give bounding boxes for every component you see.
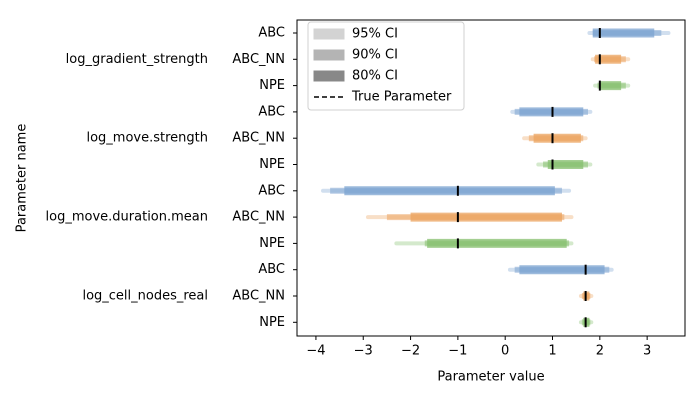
legend: 95% CI 90% CI 80% CI True Parameter xyxy=(307,21,465,111)
legend-swatch xyxy=(313,49,345,61)
x-tick-label: 3 xyxy=(643,344,651,359)
legend-entry: 80% CI xyxy=(352,69,398,84)
parameter-label: log_move.duration.mean xyxy=(46,210,208,225)
x-tick-label: 0 xyxy=(501,344,509,359)
plot-area xyxy=(321,28,671,328)
method-tick-label: ABC_NN xyxy=(232,289,285,304)
method-tick-label: NPE xyxy=(259,315,285,330)
parameter-label: log_move.strength xyxy=(86,131,208,146)
method-tick-label: ABC_NN xyxy=(232,52,285,67)
axes: ABC ABC_NN NPE log_gradient_strength ABC ABC_… xyxy=(15,19,686,385)
method-tick-label: ABC xyxy=(258,183,285,198)
legend-entry: 95% CI xyxy=(352,27,398,42)
method-tick-label: NPE xyxy=(259,78,285,93)
x-tick-label: −4 xyxy=(306,344,325,359)
parameter-label: log_gradient_strength xyxy=(66,52,208,67)
x-tick-label: −2 xyxy=(401,344,420,359)
y-axis-label: Parameter name xyxy=(15,124,30,233)
method-tick-label: ABC xyxy=(258,26,285,41)
method-tick-label: NPE xyxy=(259,236,285,251)
legend-entry: True Parameter xyxy=(351,90,452,105)
method-tick-label: NPE xyxy=(259,157,285,172)
method-tick-label: ABC_NN xyxy=(232,131,285,146)
method-tick-label: ABC xyxy=(258,104,285,119)
parameter-label: log_cell_nodes_real xyxy=(82,289,208,304)
x-tick-label: 2 xyxy=(596,344,604,359)
x-tick-label: −3 xyxy=(354,344,373,359)
legend-swatch xyxy=(313,28,345,40)
legend-entry: 90% CI xyxy=(352,48,398,63)
x-tick-label: 1 xyxy=(548,344,556,359)
x-axis-label: Parameter value xyxy=(437,370,544,385)
axes-frame xyxy=(296,19,686,337)
legend-box xyxy=(307,21,465,111)
method-tick-label: ABC xyxy=(258,262,285,277)
method-tick-label: ABC_NN xyxy=(232,210,285,225)
x-tick-label: −1 xyxy=(448,344,467,359)
legend-swatch xyxy=(313,70,345,82)
